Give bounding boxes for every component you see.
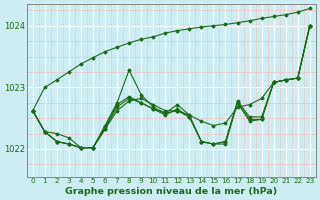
X-axis label: Graphe pression niveau de la mer (hPa): Graphe pression niveau de la mer (hPa) — [65, 187, 277, 196]
